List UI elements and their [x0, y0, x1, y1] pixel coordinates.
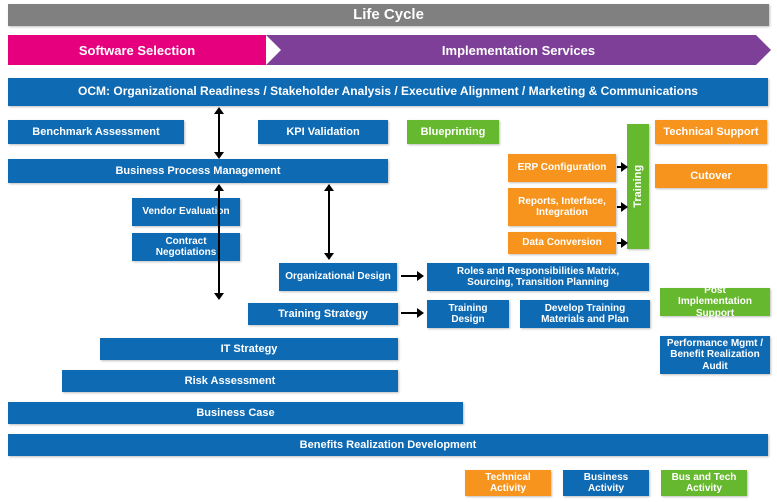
devTrainMat: Develop Training Materials and Plan [520, 300, 650, 328]
arrow [401, 275, 417, 277]
training: Training [627, 124, 649, 249]
blueprinting: Blueprinting [407, 120, 499, 144]
erpConfig: ERP Configuration [508, 154, 616, 182]
itStrategy: IT Strategy [100, 338, 398, 360]
orgDesign: Organizational Design [279, 263, 397, 291]
postImpl: Post Implementation Support [660, 288, 770, 316]
title: Life Cycle [8, 4, 769, 26]
legBiz: Business Activity [563, 470, 649, 496]
benefitsReal: Benefits Realization Development [8, 434, 768, 456]
legTech: Technical Activity [465, 470, 551, 496]
legBoth: Bus and Tech Activity [661, 470, 747, 496]
ocm: OCM: Organizational Readiness / Stakehol… [8, 78, 768, 106]
dataConv: Data Conversion [508, 232, 616, 254]
contractNeg: Contract Negotiations [132, 233, 240, 261]
cutover: Cutover [655, 164, 767, 188]
phaseSoft: Software Selection [8, 35, 266, 65]
techSupport: Technical Support [655, 120, 767, 144]
arrow [401, 312, 417, 314]
vendorEval: Vendor Evaluation [132, 198, 240, 226]
arrow [328, 191, 330, 253]
trainDesign: Training Design [427, 300, 509, 328]
reportsIntf: Reports, Interface, Integration [508, 188, 616, 226]
trainStrat: Training Strategy [248, 303, 398, 325]
bpm: Business Process Management [8, 159, 388, 183]
benchmark: Benchmark Assessment [8, 120, 184, 144]
arrow [218, 114, 220, 152]
rolesResp: Roles and Responsibilities Matrix, Sourc… [427, 263, 649, 291]
arrow [218, 191, 220, 293]
phaseImpl: Implementation Services [266, 35, 756, 65]
riskAssess: Risk Assessment [62, 370, 398, 392]
bizCase: Business Case [8, 402, 463, 424]
kpi: KPI Validation [258, 120, 388, 144]
perfMgmt: Performance Mgmt / Benefit Realization A… [660, 336, 770, 374]
